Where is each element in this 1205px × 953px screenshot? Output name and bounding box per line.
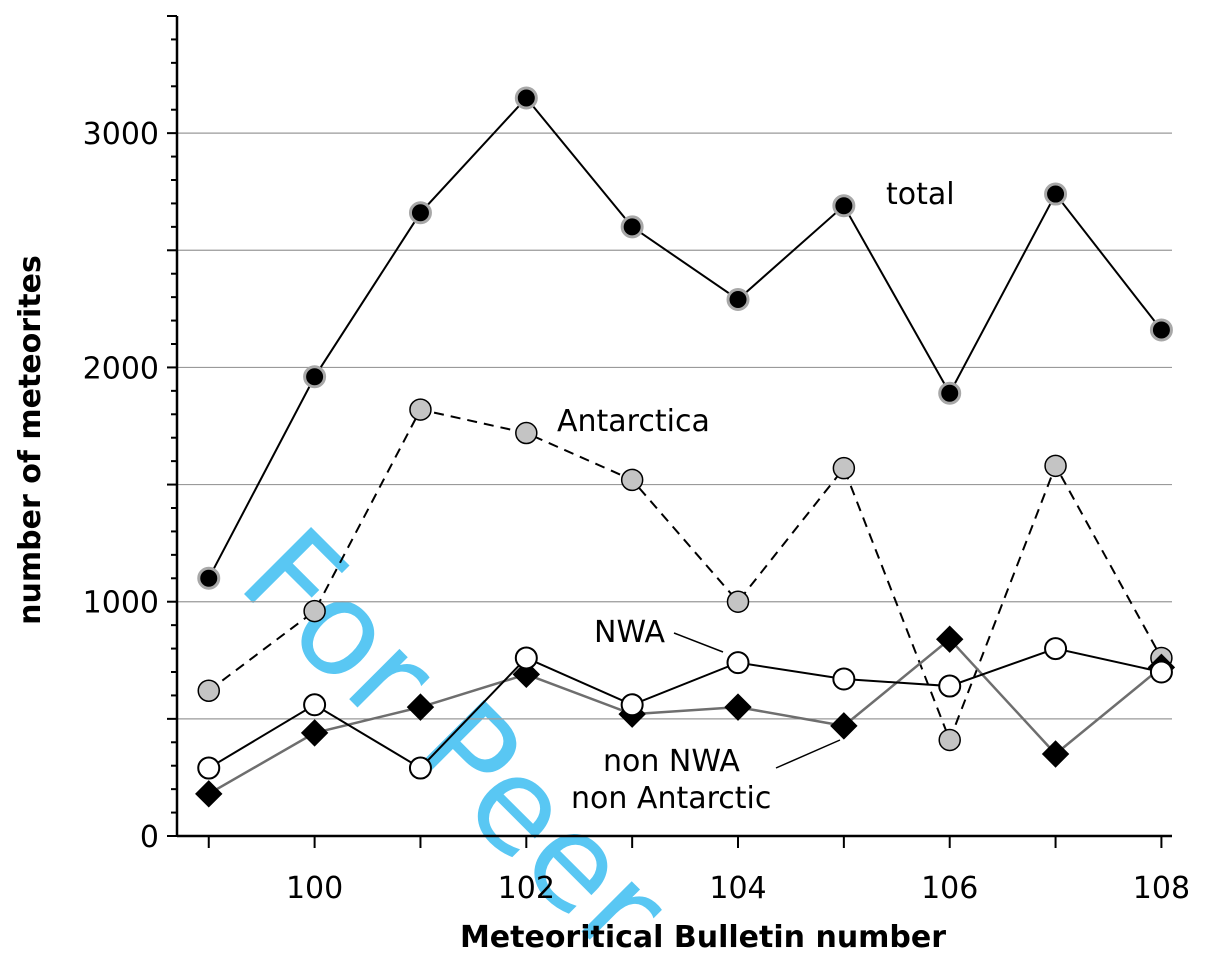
data-point-total	[516, 88, 536, 108]
data-point-total	[410, 203, 430, 223]
data-point-antarctica	[728, 591, 749, 612]
data-point-nwa	[516, 647, 537, 668]
data-point-non-nwa-non-antarctic	[831, 713, 857, 739]
series-label-antarctica: Antarctica	[557, 404, 710, 439]
series-label-total: total	[886, 177, 955, 212]
data-point-non-nwa-non-antarctic	[196, 781, 222, 807]
series-line-total	[209, 98, 1162, 578]
y-axis-title: number of meteorites	[13, 255, 48, 625]
data-point-antarctica	[1045, 455, 1066, 476]
x-tick-label: 106	[921, 871, 978, 906]
data-point-total	[1046, 184, 1066, 204]
data-point-nwa	[1045, 638, 1066, 659]
leader-line-nwa	[674, 633, 723, 652]
data-point-nwa	[1151, 662, 1172, 683]
data-point-non-nwa-non-antarctic	[725, 694, 751, 720]
data-point-total	[728, 289, 748, 309]
x-axis-title: Meteoritical Bulletin number	[460, 920, 946, 953]
data-point-nwa	[939, 676, 960, 697]
data-point-antarctica	[622, 469, 643, 490]
y-tick-label: 2000	[83, 351, 159, 386]
x-tick-label: 108	[1133, 871, 1190, 906]
x-tick-label: 102	[498, 871, 555, 906]
data-point-antarctica	[304, 601, 325, 622]
series-label-nwa: NWA	[594, 615, 665, 650]
data-point-total	[305, 367, 325, 387]
data-point-total	[622, 217, 642, 237]
data-point-nwa	[622, 694, 643, 715]
data-point-total	[940, 383, 960, 403]
y-tick-label: 3000	[83, 117, 159, 152]
data-point-nwa	[304, 694, 325, 715]
y-tick-label: 1000	[83, 586, 159, 621]
x-tick-label: 104	[709, 871, 766, 906]
series-label-non-nwa-line2: non Antarctic	[571, 781, 771, 816]
leader-line-non-nwa	[776, 740, 840, 768]
data-point-antarctica	[410, 399, 431, 420]
data-point-total	[834, 196, 854, 216]
y-tick-label: 0	[140, 820, 159, 855]
data-point-antarctica	[198, 680, 219, 701]
data-point-antarctica	[833, 458, 854, 479]
data-point-antarctica	[516, 423, 537, 444]
data-point-nwa	[410, 758, 431, 779]
data-point-total	[1151, 320, 1171, 340]
data-point-nwa	[198, 758, 219, 779]
data-point-non-nwa-non-antarctic	[302, 720, 328, 746]
data-point-nwa	[728, 652, 749, 673]
data-point-nwa	[833, 669, 854, 690]
x-tick-label: 100	[286, 871, 343, 906]
data-point-total	[199, 568, 219, 588]
series-label-non-nwa-line1: non NWA	[603, 744, 740, 779]
data-point-antarctica	[939, 729, 960, 750]
